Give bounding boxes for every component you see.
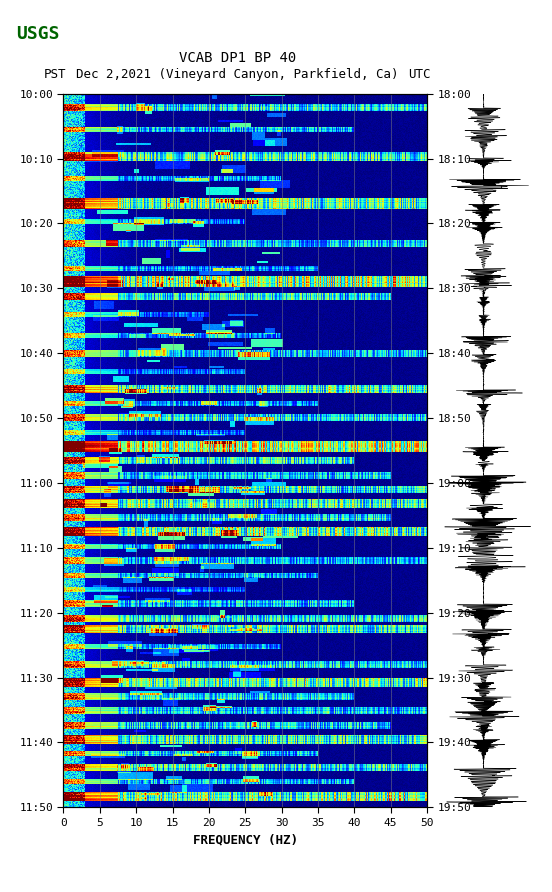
Text: VCAB DP1 BP 40: VCAB DP1 BP 40 — [179, 51, 296, 65]
Text: PST: PST — [44, 68, 67, 80]
Text: UTC: UTC — [408, 68, 431, 80]
Text: USGS: USGS — [17, 25, 60, 43]
X-axis label: FREQUENCY (HZ): FREQUENCY (HZ) — [193, 833, 298, 847]
Text: Dec 2,2021 (Vineyard Canyon, Parkfield, Ca): Dec 2,2021 (Vineyard Canyon, Parkfield, … — [76, 68, 399, 80]
